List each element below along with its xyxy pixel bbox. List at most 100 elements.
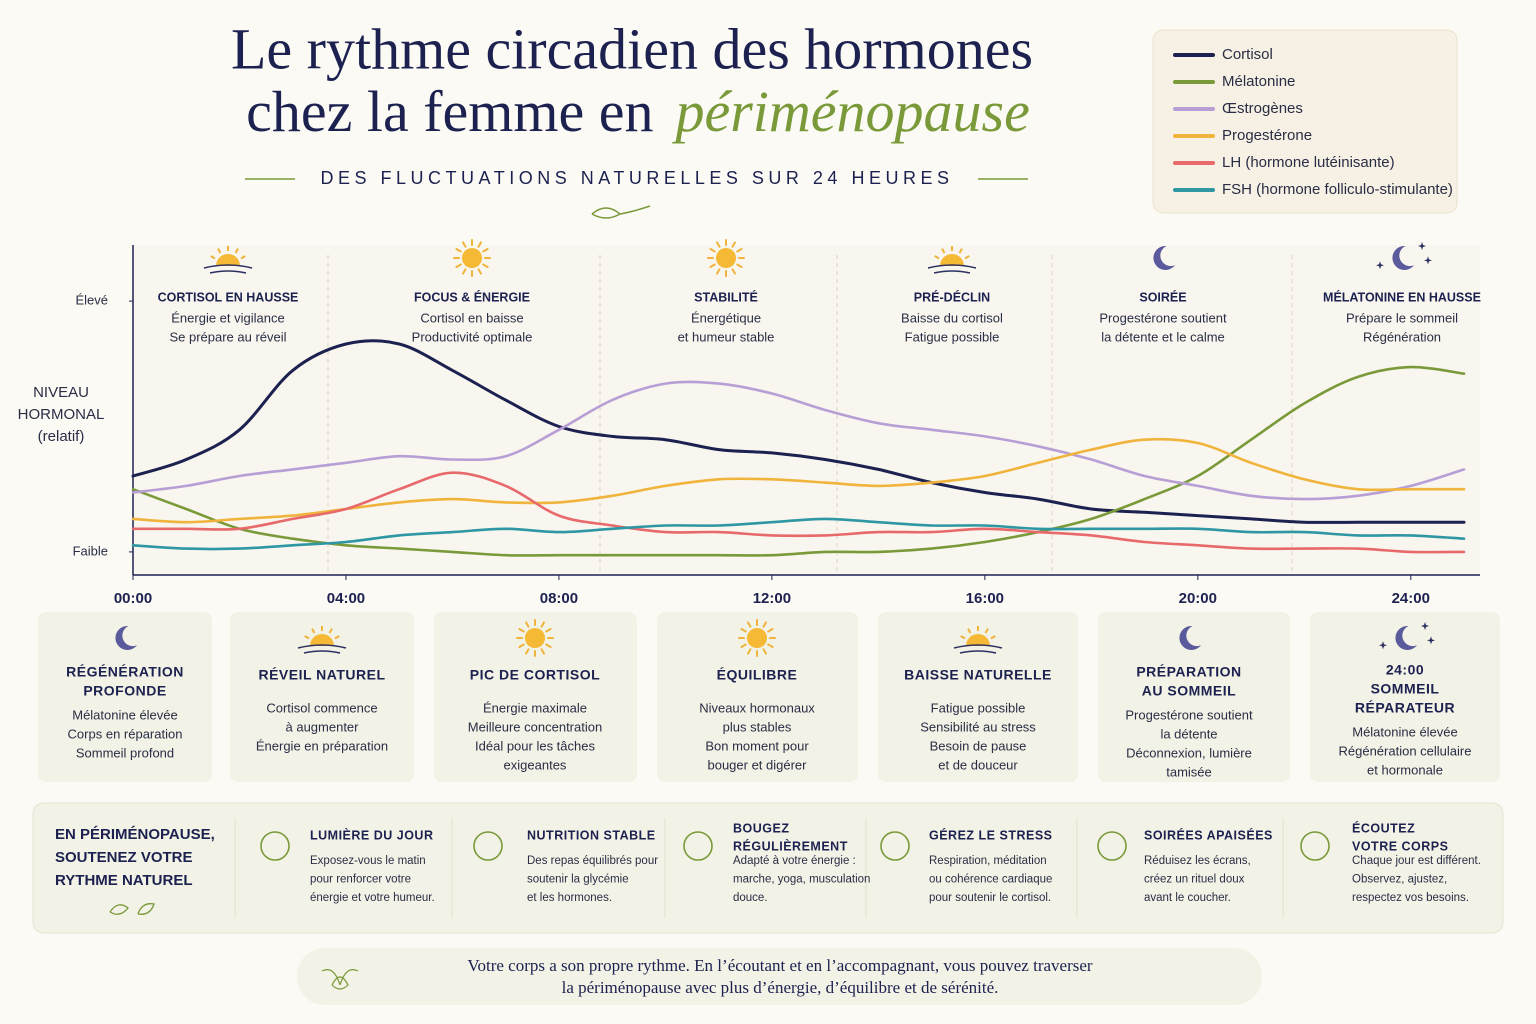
annotation-text: la détente et le calme bbox=[1101, 329, 1225, 344]
sun-ray bbox=[328, 628, 333, 634]
tip-text: Des repas équilibrés pour bbox=[527, 855, 658, 867]
sun-icon bbox=[525, 628, 545, 648]
card-title: AU SOMMEIL bbox=[1142, 683, 1236, 699]
annotation-text: Énergie et vigilance bbox=[171, 310, 284, 325]
legend-label: LH (hormone lutéinisante) bbox=[1222, 154, 1395, 171]
card-text: exigeantes bbox=[504, 757, 567, 772]
leaf-icon bbox=[109, 903, 155, 915]
card-title: PROFONDE bbox=[83, 683, 166, 699]
sun-ray bbox=[747, 621, 752, 628]
annotation-text: Productivité optimale bbox=[412, 329, 533, 344]
card-text: plus stables bbox=[723, 719, 792, 734]
card-title: 24:00 bbox=[1386, 662, 1424, 678]
sun-ray bbox=[240, 255, 246, 260]
sun-ray bbox=[462, 241, 467, 248]
tip-text: Chaque jour est différent. bbox=[1352, 855, 1481, 867]
tip-title: VOTRE CORPS bbox=[1352, 839, 1449, 853]
card-title: PIC DE CORTISOL bbox=[470, 667, 600, 683]
footer-box bbox=[297, 948, 1262, 1005]
annotation-title: MÉLATONINE EN HAUSSE bbox=[1323, 289, 1481, 304]
card-text: Énergie en préparation bbox=[256, 738, 388, 753]
sun-ray bbox=[731, 268, 736, 275]
sun-ray bbox=[984, 628, 989, 634]
legend-label: Mélatonine bbox=[1222, 73, 1295, 90]
sun-ray bbox=[731, 241, 736, 248]
tip-icon bbox=[683, 831, 713, 861]
tip-text: Adapté à votre énergie : bbox=[733, 855, 856, 867]
card-text: à augmenter bbox=[286, 719, 360, 734]
card-text: Mélatonine élevée bbox=[1352, 724, 1458, 739]
sun-ray bbox=[477, 268, 482, 275]
card-text: Énergie maximale bbox=[483, 700, 587, 715]
moon-icon bbox=[1395, 625, 1417, 650]
tips-heading: RYTHME NATUREL bbox=[55, 872, 193, 889]
sun-ray bbox=[747, 648, 752, 655]
legend-label: Cortisol bbox=[1222, 46, 1273, 63]
y-tick-label: Élevé bbox=[75, 293, 108, 308]
tip-title: BOUGEZ bbox=[733, 821, 789, 835]
tip-text: Exposez-vous le matin bbox=[310, 855, 426, 867]
card-text: Cortisol commence bbox=[266, 700, 377, 715]
star-icon bbox=[1418, 242, 1426, 250]
tip-text: et les hormones. bbox=[527, 892, 612, 904]
annotation-title: CORTISOL EN HAUSSE bbox=[158, 290, 299, 304]
sun-icon bbox=[462, 248, 482, 268]
sun-ray bbox=[990, 635, 996, 640]
card-text: Corps en réparation bbox=[68, 726, 183, 741]
sun-ray bbox=[311, 628, 316, 634]
star-icon bbox=[1424, 256, 1432, 265]
plot-bg bbox=[133, 245, 1480, 575]
horizon bbox=[953, 644, 1003, 654]
card-bg bbox=[657, 612, 858, 782]
legend-label: FSH (hormone folliculo-stimulante) bbox=[1222, 181, 1453, 198]
sun-ray bbox=[716, 241, 721, 248]
card-text: Meilleure concentration bbox=[468, 719, 602, 734]
subtitle: DES FLUCTUATIONS NATURELLES SUR 24 HEURE… bbox=[321, 168, 954, 188]
tips-heading: EN PÉRIMÉNOPAUSE, bbox=[55, 826, 215, 843]
sun-ray bbox=[518, 643, 525, 648]
sun-ray bbox=[304, 635, 310, 640]
sun-ray bbox=[740, 628, 747, 633]
y-axis-label: (relatif) bbox=[38, 428, 85, 445]
annotation-title: STABILITÉ bbox=[694, 289, 758, 304]
tip-title: SOIRÉES APAISÉES bbox=[1144, 827, 1273, 842]
card-title: BAISSE NATURELLE bbox=[904, 667, 1052, 683]
horizon bbox=[927, 264, 977, 274]
card-text: Sommeil profond bbox=[76, 745, 174, 760]
card-text: Niveaux hormonaux bbox=[699, 700, 815, 715]
horizon bbox=[203, 264, 253, 274]
sun-ray bbox=[525, 621, 530, 628]
annotation-text: Fatigue possible bbox=[905, 329, 1000, 344]
tip-text: marche, yoga, musculation bbox=[733, 874, 870, 886]
title-line: chez la femme en périménopause bbox=[246, 79, 1030, 144]
annotation-text: Baisse du cortisol bbox=[901, 310, 1003, 325]
tip-icon bbox=[1300, 831, 1330, 861]
tip-icon bbox=[1097, 831, 1127, 861]
leaf-icon bbox=[591, 205, 651, 219]
card-title: RÉGÉNÉRATION bbox=[66, 664, 184, 680]
sun-ray bbox=[767, 643, 774, 648]
star-icon bbox=[1427, 636, 1435, 645]
leaf-icon bbox=[321, 969, 359, 990]
y-axis-label: NIVEAU bbox=[33, 384, 89, 401]
card-title: RÉPARATEUR bbox=[1355, 700, 1455, 716]
series-line bbox=[131, 471, 1466, 554]
sun-ray bbox=[762, 621, 767, 628]
annotation-title: PRÉ-DÉCLIN bbox=[914, 289, 990, 304]
sun-ray bbox=[540, 621, 545, 628]
sun-ray bbox=[958, 248, 963, 254]
tips-box bbox=[32, 802, 1504, 934]
sun-ray bbox=[709, 263, 716, 268]
card-text: Fatigue possible bbox=[931, 700, 1026, 715]
sun-ray bbox=[482, 263, 489, 268]
annotation-text: Progestérone soutient bbox=[1099, 310, 1227, 325]
annotation-text: Prépare le sommeil bbox=[1346, 310, 1458, 325]
tip-text: Observez, ajustez, bbox=[1352, 874, 1447, 886]
card-text: tamisée bbox=[1166, 764, 1212, 779]
tip-text: ou cohérence cardiaque bbox=[929, 874, 1052, 886]
sun-ray bbox=[767, 628, 774, 633]
card-text: la détente bbox=[1160, 726, 1217, 741]
sun-half bbox=[310, 634, 334, 646]
